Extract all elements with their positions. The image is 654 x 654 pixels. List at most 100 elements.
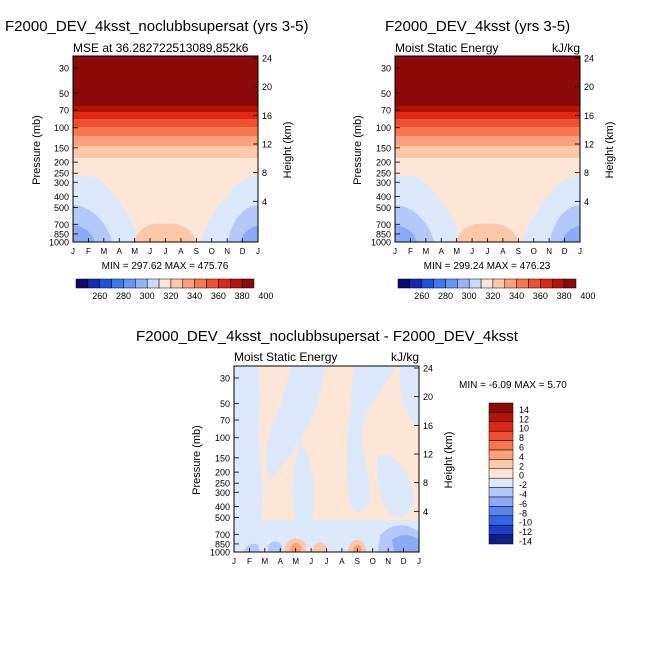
colorbar-label: 300	[140, 291, 155, 301]
month-tick-label: M	[261, 557, 268, 566]
colorbar-label: 6	[519, 443, 524, 453]
colorbar-swatch	[99, 278, 112, 289]
pressure-tick-label: 700	[54, 220, 69, 230]
month-tick-label: J	[256, 247, 260, 256]
colorbar-swatch	[488, 487, 514, 498]
panel-2-minmax: MIN = 299.24 MAX = 476.23	[424, 261, 551, 272]
month-tick-label: A	[500, 247, 506, 256]
pressure-tick-label: 50	[220, 399, 230, 409]
colorbar-label: 0	[519, 471, 524, 481]
month-tick-label: M	[453, 247, 460, 256]
colorbar-swatch	[488, 468, 514, 479]
month-tick-label: J	[417, 557, 421, 566]
panel-3-ylabel-right: Height (km)	[443, 432, 455, 489]
panel-3-plot	[233, 365, 420, 553]
panel-1-ylabel: Pressure (mb)	[31, 115, 43, 185]
colorbar-swatch	[552, 278, 565, 289]
pressure-tick-label: 30	[59, 64, 69, 74]
colorbar-swatch	[488, 506, 514, 517]
pressure-tick-label: 500	[376, 203, 391, 213]
month-tick-label: J	[470, 247, 474, 256]
colorbar-swatch	[488, 412, 514, 423]
colorbar-swatch	[111, 278, 124, 289]
month-tick-label: F	[247, 557, 252, 566]
month-tick-label: S	[355, 557, 360, 566]
pressure-tick-label: 400	[215, 502, 230, 512]
month-tick-label: J	[393, 247, 397, 256]
pressure-tick-label: 400	[54, 192, 69, 202]
colorbar-label: 400	[258, 291, 273, 301]
colorbar-label: 380	[557, 291, 572, 301]
colorbar-swatch	[488, 477, 514, 488]
height-tick-label: 12	[584, 140, 594, 150]
month-tick-label: J	[325, 557, 329, 566]
pressure-tick-label: 100	[215, 433, 230, 443]
month-tick-label: J	[309, 557, 313, 566]
colorbar-label: 340	[187, 291, 202, 301]
colorbar-swatch	[170, 278, 184, 289]
month-tick-label: O	[370, 557, 376, 566]
colorbar-label: 10	[519, 424, 529, 434]
colorbar-label: 320	[485, 291, 500, 301]
month-tick-label: M	[100, 247, 107, 256]
month-tick-label: N	[224, 247, 230, 256]
colorbar-swatch	[135, 278, 148, 289]
pressure-tick-label: 100	[54, 123, 69, 133]
height-tick-label: 8	[262, 168, 267, 178]
panel-3-ylabel: Pressure (mb)	[191, 425, 203, 495]
colorbar-swatch	[563, 278, 577, 289]
pressure-tick-label: 1000	[49, 238, 69, 248]
pressure-tick-label: 200	[54, 158, 69, 168]
colorbar-label: 360	[533, 291, 548, 301]
colorbar-swatch	[457, 278, 470, 289]
month-tick-label: J	[578, 247, 582, 256]
pressure-tick-label: 70	[59, 106, 69, 116]
colorbar-label: 340	[509, 291, 524, 301]
pressure-tick-label: 70	[220, 416, 230, 426]
height-tick-label: 8	[584, 168, 589, 178]
month-tick-label: S	[194, 247, 199, 256]
colorbar-swatch	[488, 421, 514, 432]
colorbar-swatch	[409, 278, 422, 289]
height-tick-label: 20	[584, 82, 594, 92]
height-tick-label: 12	[262, 140, 272, 150]
pressure-tick-label: 1000	[371, 238, 391, 248]
colorbar-label: -2	[519, 480, 527, 490]
pressure-tick-label: 300	[376, 178, 391, 188]
colorbar-swatch	[397, 278, 411, 289]
colorbar-swatch	[87, 278, 100, 289]
colorbar-label: 8	[519, 433, 524, 443]
height-tick-label: 16	[423, 421, 433, 431]
panel-1-plot	[72, 55, 259, 243]
month-tick-label: O	[531, 247, 537, 256]
pressure-tick-label: 250	[54, 169, 69, 179]
month-tick-label: D	[401, 557, 407, 566]
height-tick-label: 4	[423, 507, 428, 517]
colorbar-swatch	[488, 524, 514, 535]
pressure-tick-label: 400	[376, 192, 391, 202]
colorbar-swatch	[182, 278, 195, 289]
height-tick-label: 24	[423, 364, 433, 374]
colorbar-swatch	[194, 278, 207, 289]
month-tick-label: A	[178, 247, 184, 256]
pressure-tick-label: 500	[54, 203, 69, 213]
colorbar-label: -4	[519, 490, 527, 500]
month-tick-label: J	[148, 247, 152, 256]
colorbar-swatch	[488, 496, 514, 507]
colorbar-label: -8	[519, 508, 527, 518]
colorbar-label: 280	[116, 291, 131, 301]
colorbar-label: 380	[235, 291, 250, 301]
panel-2: F2000_DEV_4ksst (yrs 3-5) Moist Static E…	[352, 18, 616, 301]
pressure-tick-label: 850	[215, 539, 230, 549]
colorbar-swatch	[492, 278, 506, 289]
month-tick-label: D	[562, 247, 568, 256]
colorbar-label: 400	[580, 291, 595, 301]
colorbar-swatch	[488, 440, 514, 451]
pressure-tick-label: 150	[376, 143, 391, 153]
panel-1-subtitle: MSE at 36.282722513089,852k6	[73, 41, 249, 55]
month-tick-label: J	[232, 557, 236, 566]
colorbar-swatch	[421, 278, 434, 289]
colorbar-swatch	[488, 534, 514, 545]
height-tick-label: 24	[584, 54, 594, 64]
colorbar-swatch	[433, 278, 446, 289]
